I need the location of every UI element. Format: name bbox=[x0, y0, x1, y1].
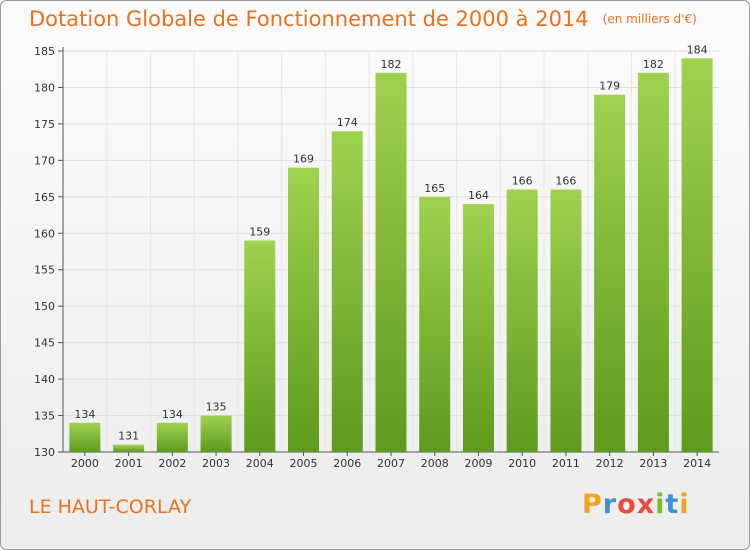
chart-subtitle: (en milliers d'€) bbox=[602, 12, 697, 26]
bar bbox=[462, 204, 494, 452]
y-tick-label: 145 bbox=[34, 337, 55, 350]
x-tick-label: 2003 bbox=[202, 457, 230, 470]
commune-name: LE HAUT-CORLAY bbox=[29, 496, 192, 518]
bar-value-label: 134 bbox=[162, 408, 183, 421]
bar bbox=[550, 189, 582, 452]
bar-value-label: 166 bbox=[512, 175, 533, 188]
x-tick-label: 2011 bbox=[552, 457, 580, 470]
x-tick-label: 2013 bbox=[639, 457, 667, 470]
bar bbox=[113, 444, 145, 452]
chart-title: Dotation Globale de Fonctionnement de 20… bbox=[29, 7, 697, 31]
y-tick-label: 160 bbox=[34, 227, 55, 240]
y-tick-label: 180 bbox=[34, 81, 55, 94]
logo-letter: t bbox=[665, 489, 680, 520]
bar-value-label: 159 bbox=[249, 226, 270, 239]
x-tick-label: 2006 bbox=[333, 457, 361, 470]
bar bbox=[506, 189, 538, 452]
bar-value-label: 179 bbox=[599, 80, 620, 93]
bar bbox=[156, 422, 188, 452]
bar-value-label: 169 bbox=[293, 153, 314, 166]
bar bbox=[681, 58, 713, 453]
proxiti-logo: Proxiti bbox=[582, 489, 690, 520]
x-tick-label: 2000 bbox=[71, 457, 99, 470]
bar bbox=[288, 167, 320, 452]
x-tick-label: 2001 bbox=[115, 457, 143, 470]
bar-value-label: 165 bbox=[424, 182, 445, 195]
y-tick-label: 150 bbox=[34, 300, 55, 313]
bar bbox=[637, 72, 669, 452]
bar bbox=[594, 94, 626, 452]
y-tick-label: 175 bbox=[34, 118, 55, 131]
y-tick-label: 140 bbox=[34, 373, 55, 386]
bar bbox=[331, 131, 363, 452]
logo-letter: i bbox=[679, 489, 690, 520]
x-tick-label: 2005 bbox=[290, 457, 318, 470]
logo-letter: P bbox=[582, 489, 603, 520]
x-tick-label: 2002 bbox=[158, 457, 186, 470]
x-tick-label: 2010 bbox=[508, 457, 536, 470]
chart-title-text: Dotation Globale de Fonctionnement de 20… bbox=[29, 7, 589, 31]
bar-value-label: 135 bbox=[206, 401, 227, 414]
bar bbox=[419, 196, 451, 452]
bar-value-label: 166 bbox=[555, 175, 576, 188]
logo-letter: i bbox=[655, 489, 666, 520]
x-tick-label: 2014 bbox=[683, 457, 711, 470]
bar bbox=[69, 422, 101, 452]
x-tick-label: 2012 bbox=[596, 457, 624, 470]
logo-letter: r bbox=[602, 489, 618, 520]
bar bbox=[375, 72, 407, 452]
logo-letter: o bbox=[617, 489, 637, 520]
bar-value-label: 182 bbox=[381, 58, 402, 71]
bar-value-label: 164 bbox=[468, 189, 489, 202]
x-tick-label: 2007 bbox=[377, 457, 405, 470]
bar-value-label: 184 bbox=[687, 43, 708, 56]
bar bbox=[200, 415, 232, 452]
y-tick-label: 185 bbox=[34, 45, 55, 58]
bar-value-label: 174 bbox=[337, 116, 358, 129]
bar-value-label: 134 bbox=[74, 408, 95, 421]
bar-value-label: 182 bbox=[643, 58, 664, 71]
x-tick-label: 2004 bbox=[246, 457, 274, 470]
y-tick-label: 135 bbox=[34, 410, 55, 423]
bar-value-label: 131 bbox=[118, 430, 139, 443]
y-tick-label: 165 bbox=[34, 191, 55, 204]
logo-letter: x bbox=[636, 489, 656, 520]
y-tick-label: 130 bbox=[34, 446, 55, 459]
x-tick-label: 2008 bbox=[421, 457, 449, 470]
y-tick-label: 155 bbox=[34, 264, 55, 277]
y-tick-label: 170 bbox=[34, 154, 55, 167]
x-tick-label: 2009 bbox=[464, 457, 492, 470]
bar bbox=[244, 240, 276, 452]
